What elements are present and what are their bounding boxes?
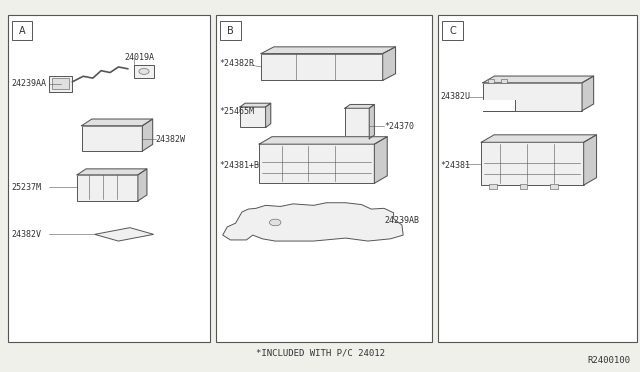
Circle shape <box>139 68 149 74</box>
Polygon shape <box>582 76 594 111</box>
Polygon shape <box>345 105 374 108</box>
Text: 24239AA: 24239AA <box>12 79 47 88</box>
Text: 24382V: 24382V <box>12 230 42 239</box>
Text: *24370: *24370 <box>384 122 414 131</box>
Bar <box>483 99 515 111</box>
Bar <box>82 126 142 151</box>
Bar <box>216 15 432 342</box>
Text: 24019A: 24019A <box>125 53 155 62</box>
Text: *25465M: *25465M <box>219 107 254 116</box>
Bar <box>220 21 241 40</box>
Text: C: C <box>449 26 456 35</box>
Polygon shape <box>261 47 396 54</box>
Bar <box>240 107 266 127</box>
Polygon shape <box>82 119 152 126</box>
Text: A: A <box>19 26 25 35</box>
Polygon shape <box>383 47 396 80</box>
Bar <box>52 78 69 89</box>
Text: *24381: *24381 <box>440 161 470 170</box>
Text: B: B <box>227 26 234 35</box>
Bar <box>481 142 584 185</box>
Bar <box>259 144 374 183</box>
Polygon shape <box>369 105 374 139</box>
Text: *24381+B: *24381+B <box>219 161 259 170</box>
Polygon shape <box>138 169 147 201</box>
Polygon shape <box>266 103 271 127</box>
Bar <box>12 21 32 40</box>
Text: 24382W: 24382W <box>156 135 186 144</box>
Text: 25237M: 25237M <box>12 183 42 192</box>
Bar <box>483 83 582 111</box>
Text: *24382R: *24382R <box>219 59 254 68</box>
Polygon shape <box>142 119 152 151</box>
Polygon shape <box>481 135 596 142</box>
Polygon shape <box>240 103 271 107</box>
Polygon shape <box>483 76 594 83</box>
Polygon shape <box>584 135 596 185</box>
Polygon shape <box>259 137 387 144</box>
Bar <box>49 76 72 92</box>
Text: 24382U: 24382U <box>440 92 470 101</box>
Text: R2400100: R2400100 <box>588 356 630 365</box>
Circle shape <box>269 219 281 226</box>
Bar <box>520 184 527 189</box>
Bar <box>489 184 497 189</box>
Bar <box>261 54 383 80</box>
Bar <box>345 108 369 139</box>
Bar <box>77 175 138 201</box>
Polygon shape <box>77 169 147 175</box>
Bar <box>500 79 507 83</box>
Bar <box>488 79 494 83</box>
Text: 24239AB: 24239AB <box>384 216 419 225</box>
Bar <box>442 21 463 40</box>
Polygon shape <box>223 203 403 241</box>
Bar <box>550 184 558 189</box>
Text: *INCLUDED WITH P/C 24012: *INCLUDED WITH P/C 24012 <box>255 349 385 358</box>
Bar <box>438 15 637 342</box>
Bar <box>8 15 210 342</box>
Polygon shape <box>374 137 387 183</box>
Bar <box>134 65 154 78</box>
Polygon shape <box>95 228 154 241</box>
